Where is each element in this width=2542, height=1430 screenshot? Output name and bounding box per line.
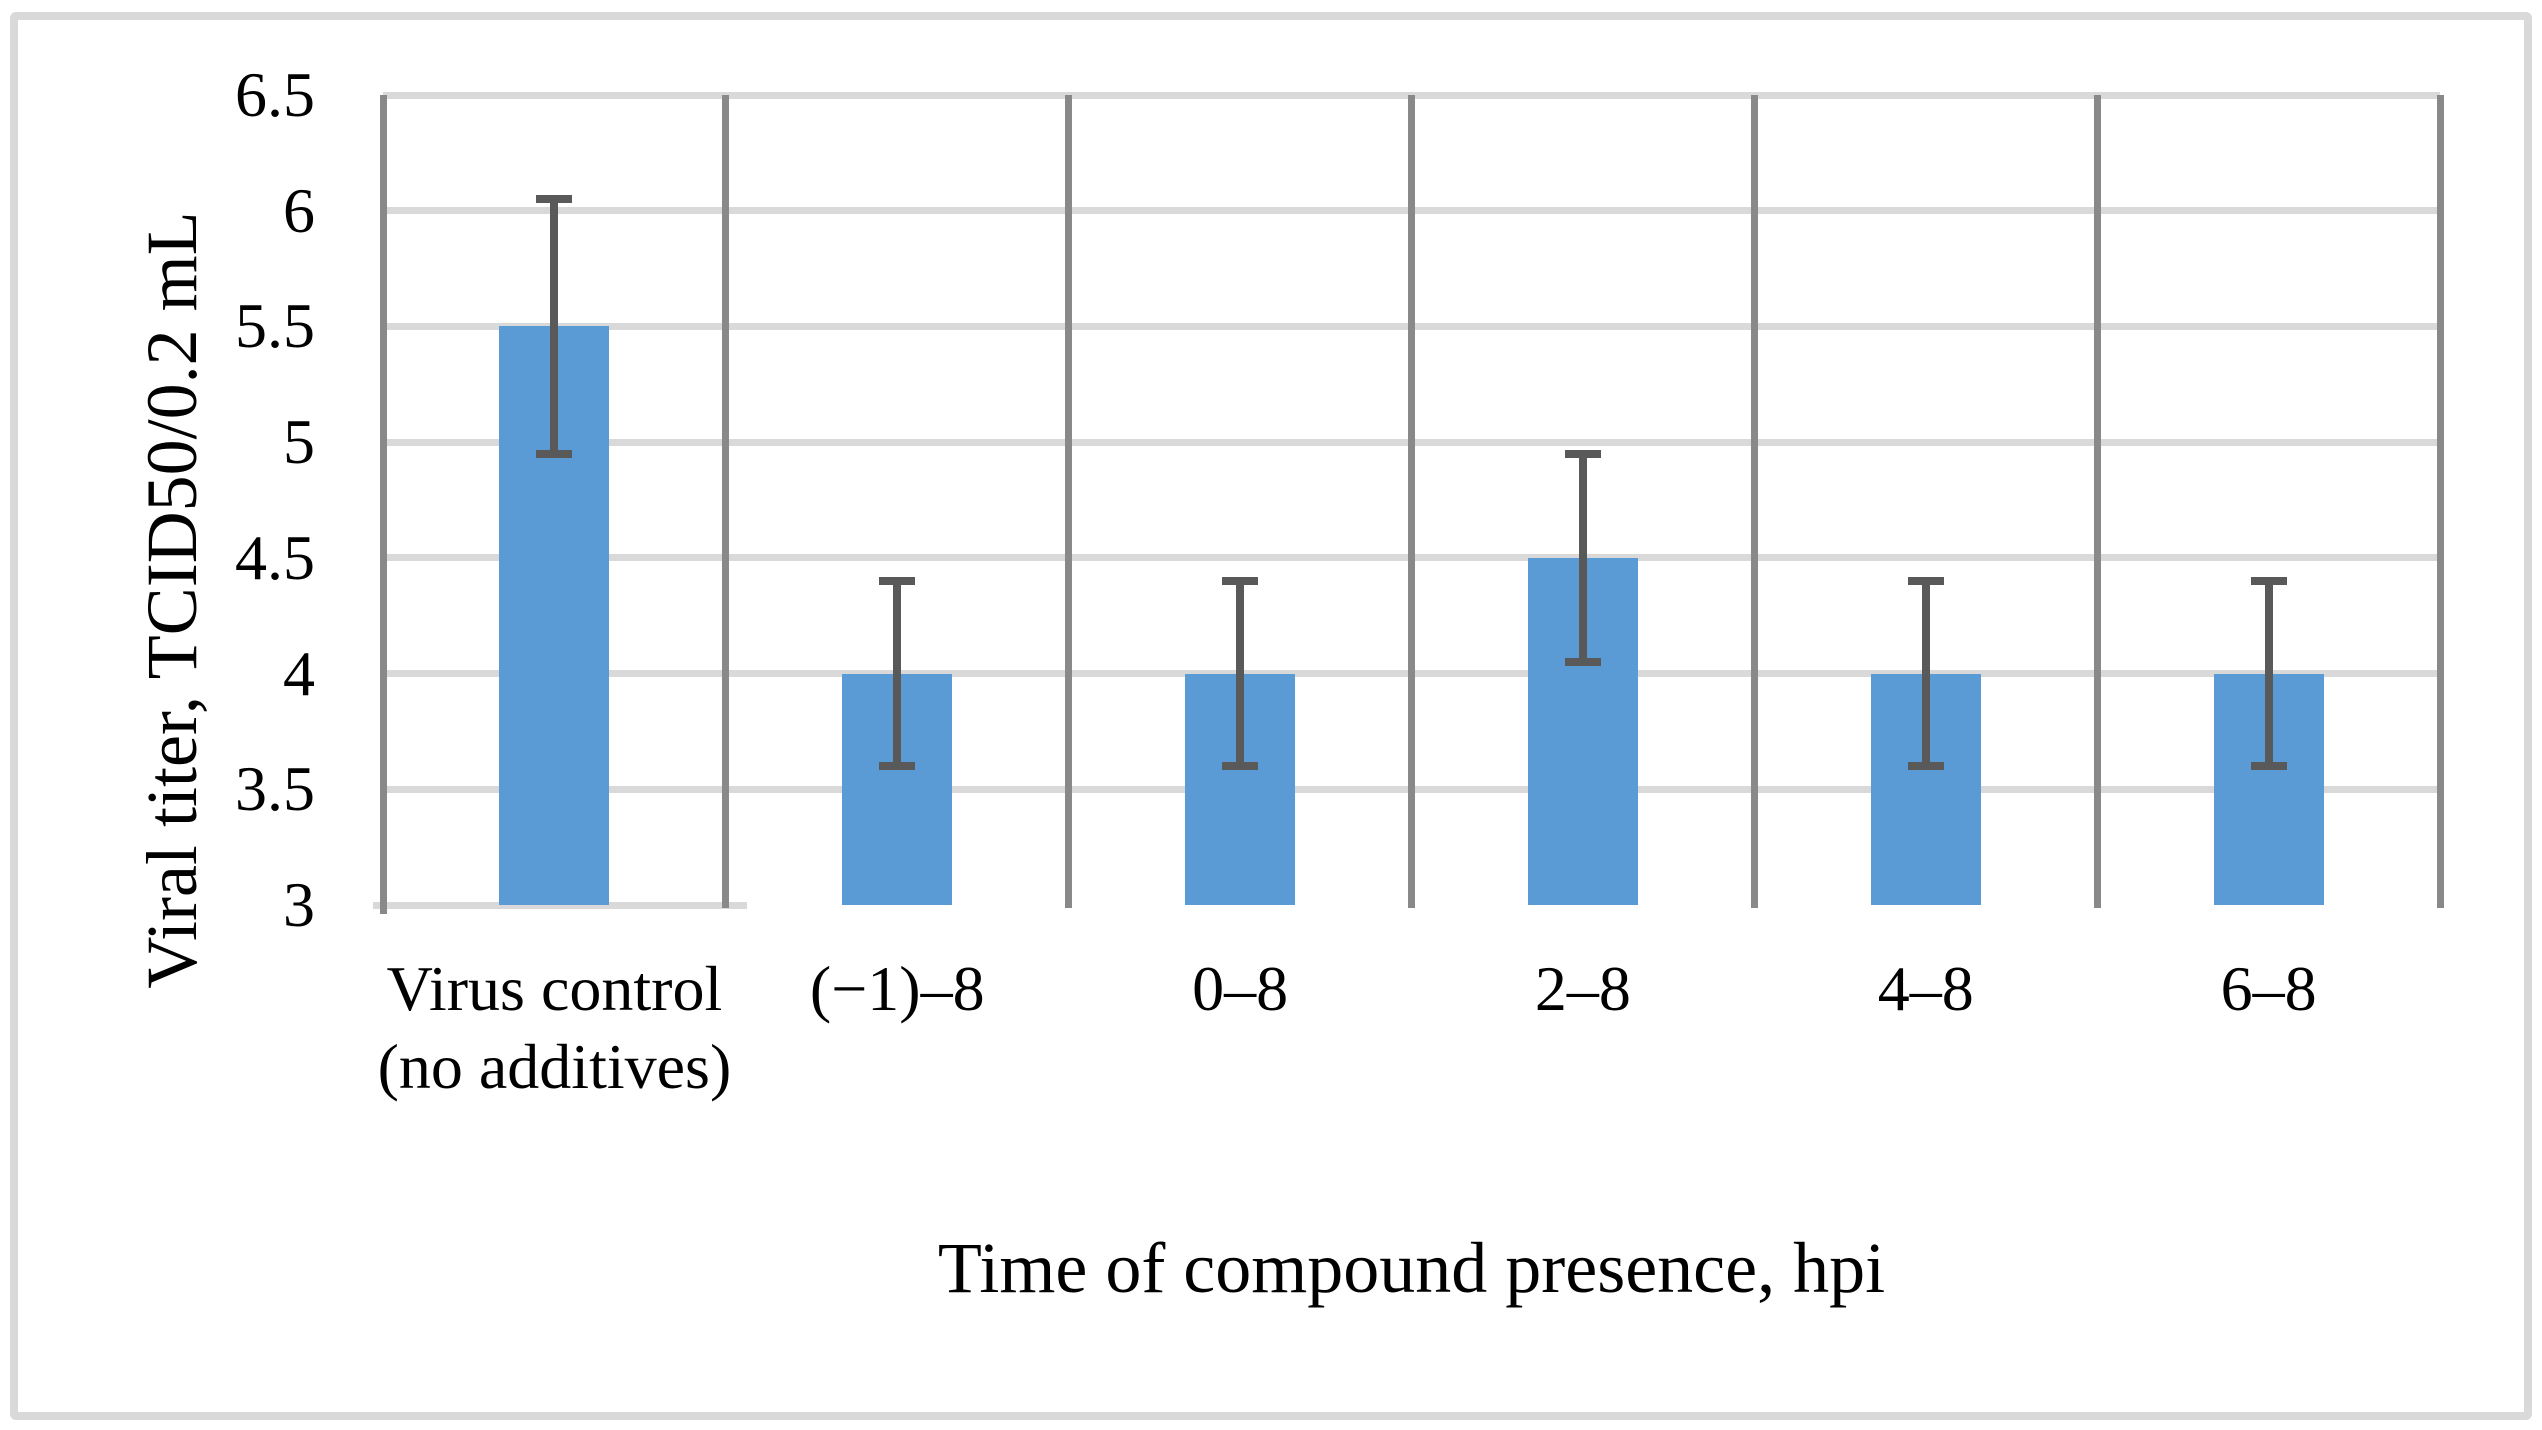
error-bar-top-cap (536, 195, 573, 204)
y-tick-label: 6 (283, 174, 315, 246)
y-tick-label: 4.5 (235, 521, 315, 593)
plot-area (373, 91, 2444, 914)
error-bar-top-cap (1222, 577, 1259, 585)
error-bar (893, 581, 902, 767)
error-bar-bottom-cap (2250, 762, 2287, 771)
error-bar-bottom-cap (1907, 762, 1944, 771)
y-tick-label: 6.5 (235, 59, 315, 130)
category-separator (2093, 95, 2101, 908)
error-bar (1921, 581, 1930, 767)
category-label: 4–8 (1877, 953, 1974, 1024)
x-axis-title: Time of compound presence, hpi (937, 1228, 1886, 1308)
error-bar-bottom-cap (1564, 658, 1601, 666)
y-tick-label: 3 (283, 869, 315, 940)
error-bar-top-cap (2250, 577, 2287, 585)
error-bar (2264, 581, 2273, 767)
category-separator (2436, 95, 2444, 908)
y-tick-label: 5.5 (235, 290, 315, 362)
category-label: (−1)–8 (809, 953, 985, 1024)
y-tick-label: 4 (283, 637, 315, 709)
error-bar (1578, 453, 1587, 662)
error-bar (550, 199, 559, 454)
category-label: 0–8 (1192, 953, 1289, 1024)
error-bar-bottom-cap (536, 449, 573, 458)
figure-border (10, 12, 2532, 1420)
category-separator (1065, 95, 1073, 908)
category-separator (1750, 95, 1758, 908)
error-bar-top-cap (1564, 449, 1601, 458)
category-label: 2–8 (1534, 953, 1631, 1024)
error-bar-bottom-cap (1222, 762, 1259, 771)
error-bar-top-cap (1907, 577, 1944, 585)
category-label: Virus control (no additives) (377, 953, 732, 1102)
error-bar-top-cap (879, 577, 916, 585)
gridline-baseline (373, 901, 747, 909)
category-separator (1408, 95, 1415, 908)
category-label: 6–8 (2220, 953, 2317, 1024)
y-tick-label: 5 (283, 406, 315, 478)
y-tick-label: 3.5 (235, 753, 315, 825)
error-bar-bottom-cap (879, 762, 916, 771)
y-axis-line (379, 95, 387, 914)
category-separator (722, 95, 730, 908)
error-bar (1236, 581, 1245, 767)
